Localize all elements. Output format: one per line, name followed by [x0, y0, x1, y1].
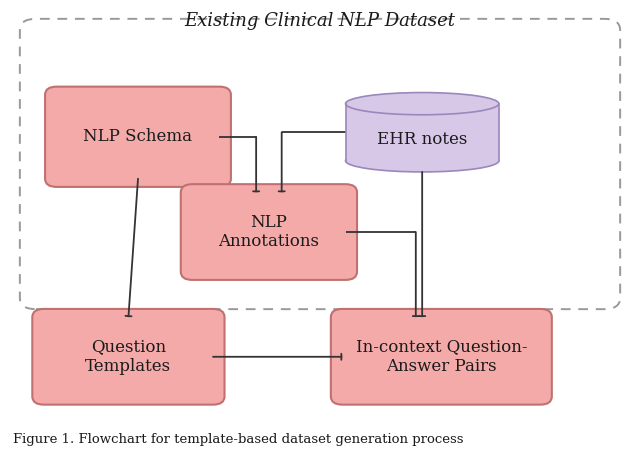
FancyBboxPatch shape [331, 309, 552, 404]
Text: In-context Question-
Answer Pairs: In-context Question- Answer Pairs [356, 339, 527, 375]
FancyBboxPatch shape [45, 86, 231, 187]
Text: NLP Schema: NLP Schema [83, 128, 193, 145]
Ellipse shape [346, 150, 499, 172]
FancyBboxPatch shape [346, 104, 499, 161]
FancyBboxPatch shape [32, 309, 225, 404]
FancyBboxPatch shape [180, 184, 357, 280]
Text: Existing Clinical NLP Dataset: Existing Clinical NLP Dataset [184, 12, 456, 30]
Text: Figure 1. Flowchart for template-based dataset generation process: Figure 1. Flowchart for template-based d… [13, 433, 464, 446]
Ellipse shape [346, 92, 499, 115]
FancyBboxPatch shape [346, 104, 499, 161]
Text: Question
Templates: Question Templates [85, 339, 172, 375]
Text: NLP
Annotations: NLP Annotations [218, 214, 319, 250]
Text: EHR notes: EHR notes [377, 131, 467, 147]
